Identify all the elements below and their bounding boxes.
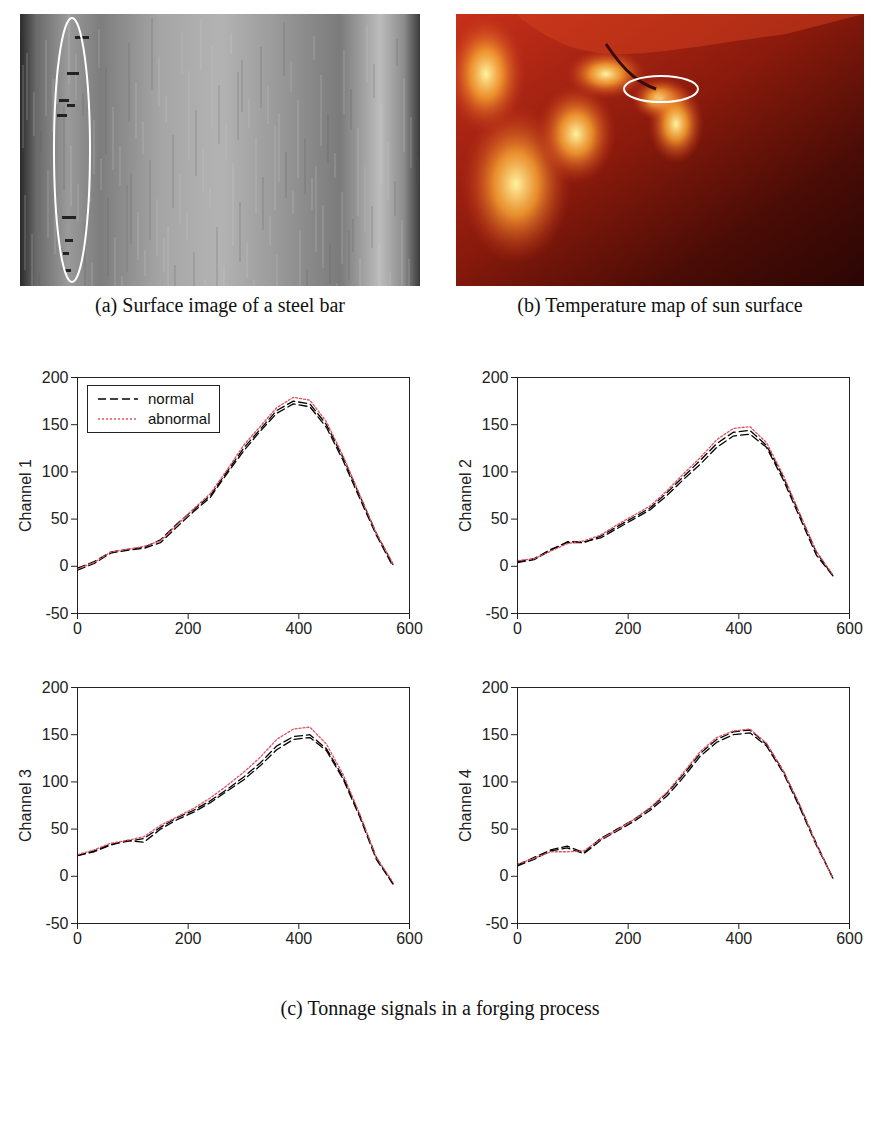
svg-text:50: 50	[491, 820, 509, 837]
svg-text:-50: -50	[485, 605, 508, 622]
svg-text:100: 100	[42, 463, 69, 480]
svg-text:200: 200	[615, 930, 642, 947]
svg-text:-50: -50	[45, 915, 68, 932]
svg-text:200: 200	[175, 930, 202, 947]
svg-text:600: 600	[396, 620, 423, 637]
svg-text:100: 100	[482, 463, 509, 480]
svg-text:200: 200	[482, 679, 509, 696]
svg-text:0: 0	[500, 557, 509, 574]
svg-text:0: 0	[73, 620, 82, 637]
svg-text:150: 150	[42, 416, 69, 433]
svg-text:150: 150	[482, 726, 509, 743]
html-text:(b) Temperature map of sun sur: (b) Temperature map of sun surface	[517, 294, 803, 316]
svg-text:Channel 4: Channel 4	[457, 769, 474, 842]
svg-text:150: 150	[482, 416, 509, 433]
svg-text:Channel 2: Channel 2	[457, 459, 474, 532]
svg-text:600: 600	[836, 620, 863, 637]
svg-text:600: 600	[836, 930, 863, 947]
svg-text:0: 0	[60, 867, 69, 884]
svg-text:400: 400	[725, 620, 752, 637]
svg-text:400: 400	[285, 620, 312, 637]
svg-text:100: 100	[482, 773, 509, 790]
svg-text:50: 50	[51, 510, 69, 527]
svg-text:Channel 1: Channel 1	[17, 459, 34, 532]
html-text:normal: normal	[148, 390, 194, 407]
svg-text:200: 200	[42, 679, 69, 696]
svg-text:200: 200	[615, 620, 642, 637]
svg-text:0: 0	[73, 930, 82, 947]
svg-text:400: 400	[285, 930, 312, 947]
svg-text:Channel 3: Channel 3	[17, 769, 34, 842]
svg-text:150: 150	[42, 726, 69, 743]
html-text:(a) Surface image of a steel b: (a) Surface image of a steel bar	[95, 294, 345, 316]
svg-text:200: 200	[42, 369, 69, 386]
html-text:abnormal: abnormal	[148, 410, 211, 427]
svg-text:-50: -50	[485, 915, 508, 932]
svg-text:0: 0	[500, 867, 509, 884]
svg-text:200: 200	[175, 620, 202, 637]
svg-text:50: 50	[51, 820, 69, 837]
svg-text:-50: -50	[45, 605, 68, 622]
svg-text:600: 600	[396, 930, 423, 947]
svg-text:100: 100	[42, 773, 69, 790]
svg-text:400: 400	[725, 930, 752, 947]
svg-text:0: 0	[513, 930, 522, 947]
svg-text:0: 0	[60, 557, 69, 574]
svg-text:50: 50	[491, 510, 509, 527]
svg-text:200: 200	[482, 369, 509, 386]
html-text:(c) Tonnage signals in a forgi: (c) Tonnage signals in a forging process	[280, 997, 600, 1019]
svg-text:0: 0	[513, 620, 522, 637]
